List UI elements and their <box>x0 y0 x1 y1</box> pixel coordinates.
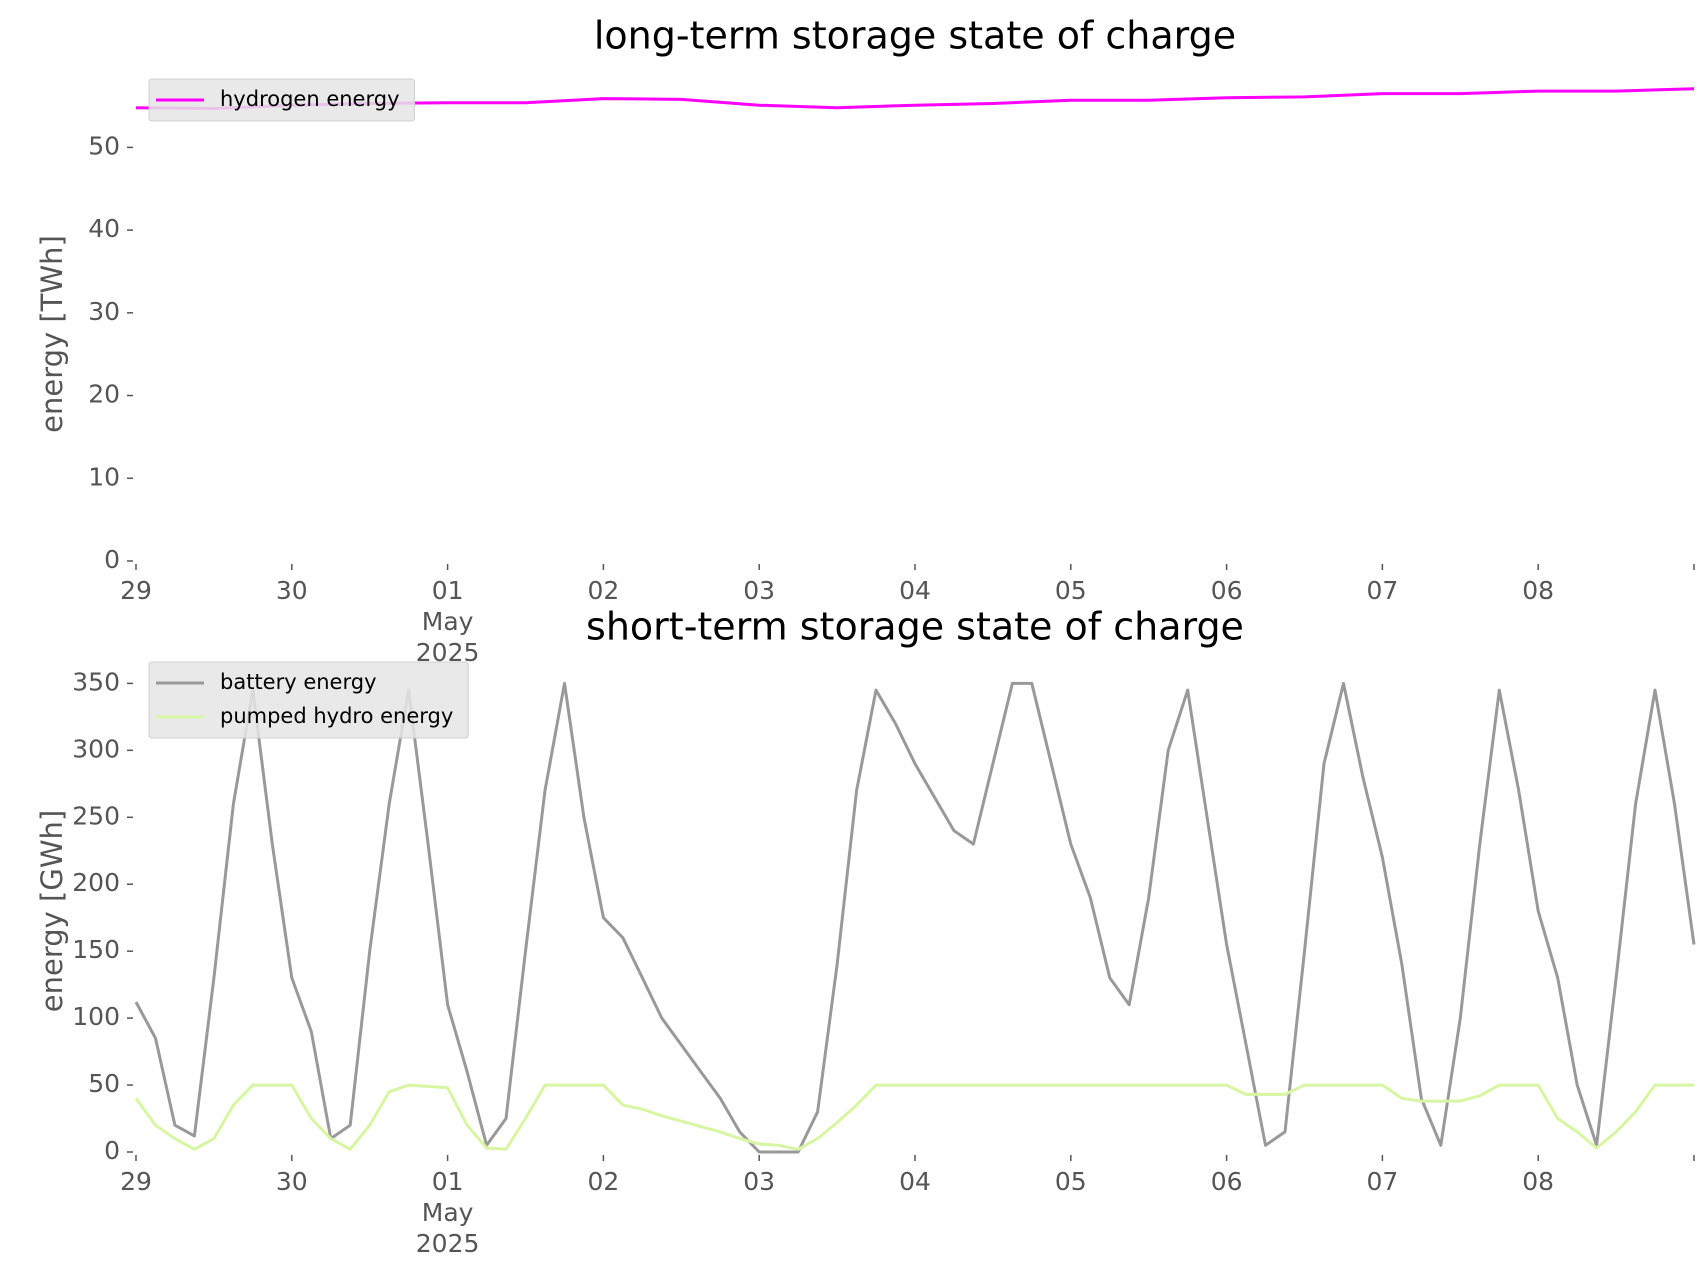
y-tick-label: 250 <box>72 801 120 830</box>
y-axis-label: energy [TWh] <box>35 235 69 433</box>
y-tick-label: 0 <box>104 545 120 574</box>
y-tick-label: 200 <box>72 868 120 897</box>
x-tick-label: 03 <box>743 1167 776 1196</box>
x-tick-label: 04 <box>899 1167 931 1196</box>
y-axis-label: energy [GWh] <box>35 810 69 1012</box>
legend-box <box>148 661 469 739</box>
y-tick-label: 10 <box>88 462 120 491</box>
x-tick-label: 06 <box>1210 576 1243 605</box>
x-tick-label: 01 May 2025 <box>415 576 480 667</box>
y-tick-label: 150 <box>72 935 120 964</box>
y-tick-label: 300 <box>72 734 120 763</box>
chart-title: long-term storage state of charge <box>594 14 1236 58</box>
y-tick-label: 0 <box>104 1136 120 1165</box>
y-tick-label: 40 <box>88 214 120 243</box>
data-line <box>134 1083 1694 1151</box>
legend: battery energy pumped hydro energy <box>148 661 469 739</box>
y-tick-label: 30 <box>88 297 120 326</box>
legend-box <box>148 78 415 122</box>
chart-title: short-term storage state of charge <box>586 605 1244 649</box>
x-tick-label: 08 <box>1522 1167 1555 1196</box>
y-tick-label: 100 <box>72 1002 120 1031</box>
x-tick-label: 06 <box>1210 1167 1243 1196</box>
x-tick-label: 05 <box>1054 576 1087 605</box>
x-tick-label: 03 <box>743 576 776 605</box>
x-tick-label: 04 <box>899 576 931 605</box>
legend-label: battery energy <box>220 670 377 694</box>
x-tick-label: 01 May 2025 <box>415 1167 480 1258</box>
legend: hydrogen energy <box>148 78 415 122</box>
y-tick-label: 350 <box>72 667 120 696</box>
y-tick-label: 20 <box>88 380 120 409</box>
x-tick-label: 05 <box>1054 1167 1087 1196</box>
x-tick-label: 29 <box>120 1167 152 1196</box>
x-tick-label: 02 <box>587 576 620 605</box>
data-line <box>134 681 1696 1154</box>
legend-label: hydrogen energy <box>220 87 400 111</box>
y-tick-label: 50 <box>88 131 120 160</box>
x-tick-label: 30 <box>275 576 308 605</box>
y-tick-label: 50 <box>88 1069 120 1098</box>
x-tick-label: 29 <box>120 576 152 605</box>
legend-label: pumped hydro energy <box>220 704 453 728</box>
x-tick-label: 08 <box>1522 576 1555 605</box>
x-tick-label: 07 <box>1366 1167 1399 1196</box>
x-tick-label: 02 <box>587 1167 620 1196</box>
x-tick-label: 30 <box>275 1167 308 1196</box>
x-tick-label: 07 <box>1366 576 1399 605</box>
